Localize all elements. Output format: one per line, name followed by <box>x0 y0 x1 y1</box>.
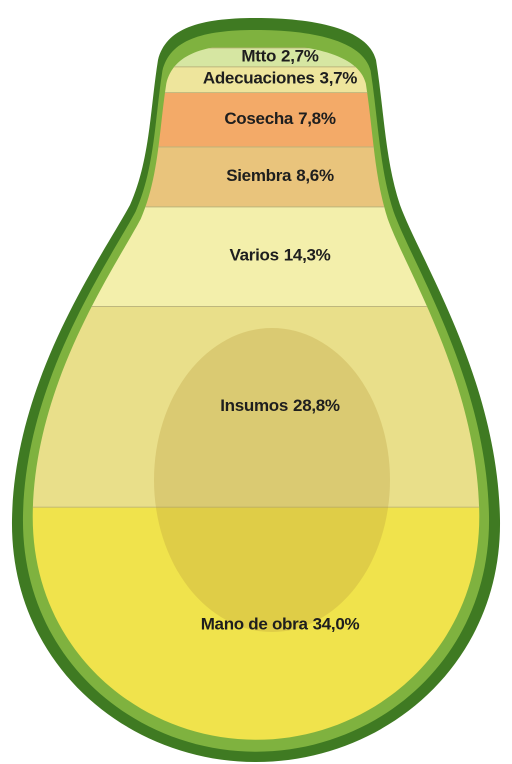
seed <box>154 328 390 632</box>
value-label: 34,0% <box>313 615 360 634</box>
segment-label: Adecuaciones 3,7% <box>203 69 357 88</box>
segment-label: Insumos 28,8% <box>220 396 340 415</box>
segment-label: Varios 14,3% <box>230 246 331 265</box>
value-label: 8,6% <box>296 166 334 185</box>
value-label: 2,7% <box>281 47 319 66</box>
segment-label: Mtto 2,7% <box>241 47 318 66</box>
value-label: 3,7% <box>320 69 358 88</box>
category-label: Mtto <box>241 47 276 66</box>
value-label: 28,8% <box>293 396 340 415</box>
category-label: Siembra <box>226 166 292 185</box>
value-label: 7,8% <box>298 109 336 128</box>
value-label: 14,3% <box>284 246 331 265</box>
category-label: Mano de obra <box>201 615 309 634</box>
category-label: Cosecha <box>224 109 294 128</box>
segment-label: Siembra 8,6% <box>226 166 334 185</box>
category-label: Varios <box>230 246 279 265</box>
labels: Mano de obra 34,0% Insumos 28,8% Varios 14,3%… <box>201 47 360 634</box>
category-label: Insumos <box>220 396 288 415</box>
segment <box>32 306 480 508</box>
category-label: Adecuaciones <box>203 69 315 88</box>
segment-label: Mano de obra 34,0% <box>201 615 360 634</box>
segment-label: Cosecha 7,8% <box>224 109 335 128</box>
